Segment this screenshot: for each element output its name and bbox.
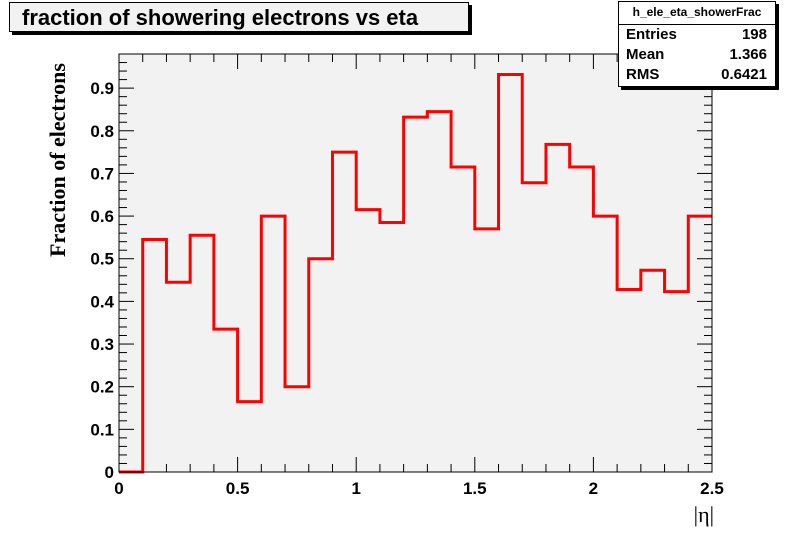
x-tick-label: 0 bbox=[114, 479, 123, 498]
y-tick-label: 0.3 bbox=[90, 335, 114, 354]
y-tick-label: 0.9 bbox=[90, 79, 114, 98]
chart-title: fraction of showering electrons vs eta bbox=[9, 2, 469, 32]
x-tick-label: 0.5 bbox=[226, 479, 250, 498]
stats-row-rms: RMS 0.6421 bbox=[619, 65, 775, 85]
y-tick-label: 0.4 bbox=[90, 292, 114, 311]
x-tick-label: 2.5 bbox=[700, 479, 724, 498]
stats-box: h_ele_eta_showerFrac Entries 198 Mean 1.… bbox=[618, 1, 776, 87]
x-axis-label: |η| bbox=[693, 502, 714, 527]
stats-mean-value: 1.366 bbox=[729, 46, 767, 63]
y-axis-label: Fraction of electrons bbox=[45, 63, 70, 257]
y-tick-label: 0 bbox=[105, 463, 114, 482]
plot-frame bbox=[118, 53, 713, 473]
stats-histogram-name: h_ele_eta_showerFrac bbox=[619, 2, 775, 25]
y-tick-label: 0.5 bbox=[90, 250, 114, 269]
plot-area bbox=[119, 54, 712, 472]
stats-mean-label: Mean bbox=[626, 46, 665, 63]
x-tick-label: 2 bbox=[589, 479, 598, 498]
stats-entries-label: Entries bbox=[626, 26, 677, 43]
stats-row-mean: Mean 1.366 bbox=[619, 45, 775, 65]
x-tick-label: 1.5 bbox=[463, 479, 487, 498]
stats-row-entries: Entries 198 bbox=[619, 25, 775, 45]
axis-tick-labels: 0 0.5 1 1.5 2 2.5 0 0.1 0.2 0.3 0.4 0.5 0.6 0.7 0.8 0.9 bbox=[90, 79, 723, 498]
y-tick-label: 0.6 bbox=[90, 207, 114, 226]
histogram-series-line bbox=[119, 72, 712, 474]
stats-rms-value: 0.6421 bbox=[721, 66, 767, 83]
y-tick-label: 0.8 bbox=[90, 122, 114, 141]
y-tick-label: 0.7 bbox=[90, 164, 114, 183]
x-tick-label: 1 bbox=[351, 479, 360, 498]
y-tick-label: 0.2 bbox=[90, 378, 114, 397]
stats-rms-label: RMS bbox=[626, 66, 660, 83]
y-tick-label: 0.1 bbox=[90, 420, 114, 439]
stats-entries-value: 198 bbox=[741, 26, 767, 43]
